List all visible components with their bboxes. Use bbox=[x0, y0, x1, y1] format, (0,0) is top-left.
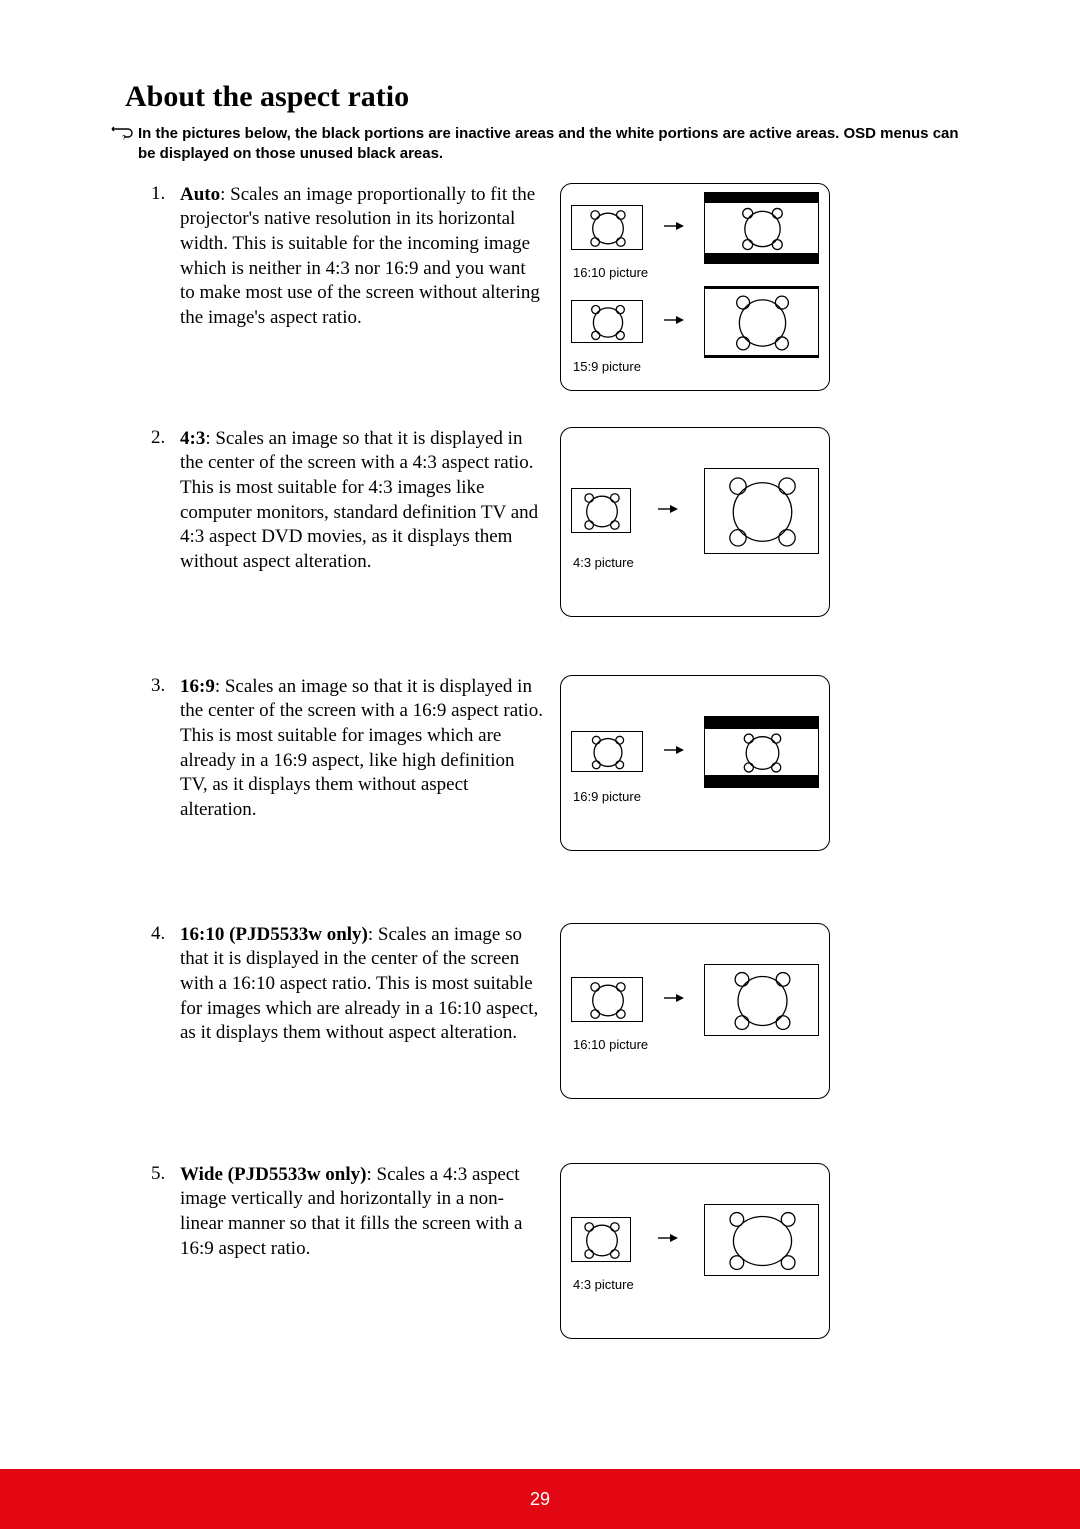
arrow-icon bbox=[664, 219, 684, 237]
list-item: 3. 16:9: Scales an image so that it is d… bbox=[125, 675, 960, 851]
list-item: 5. Wide (PJD5533w only): Scales a 4:3 as… bbox=[125, 1163, 960, 1339]
diagram-label: 15:9 picture bbox=[571, 359, 819, 374]
item-description: Wide (PJD5533w only): Scales a 4:3 aspec… bbox=[180, 1163, 545, 1262]
item-description: Auto: Scales an image proportionally to … bbox=[180, 183, 545, 331]
item-number: 5. bbox=[125, 1163, 180, 1262]
arrow-icon bbox=[664, 743, 684, 761]
arrow-icon bbox=[658, 502, 678, 520]
diagram-label: 16:10 picture bbox=[571, 265, 819, 280]
item-number: 4. bbox=[125, 923, 180, 1046]
page-footer: 29 bbox=[0, 1469, 1080, 1529]
list-item: 1. Auto: Scales an image proportionally … bbox=[125, 183, 960, 391]
arrow-icon bbox=[658, 1231, 678, 1249]
item-description: 16:10 (PJD5533w only): Scales an image s… bbox=[180, 923, 545, 1046]
diagram-label: 16:9 picture bbox=[571, 789, 819, 804]
diagram-label: 16:10 picture bbox=[571, 1037, 819, 1052]
arrow-icon bbox=[664, 313, 684, 331]
svg-text:?: ? bbox=[122, 135, 126, 142]
note-text: In the pictures below, the black portion… bbox=[138, 124, 960, 165]
item-description: 4:3: Scales an image so that it is displ… bbox=[180, 427, 545, 575]
diagram-container: 16:10 picture 15:9 picture bbox=[560, 183, 840, 391]
diagram-container: 16:10 picture bbox=[560, 923, 840, 1099]
item-number: 1. bbox=[125, 183, 180, 331]
page-number: 29 bbox=[530, 1489, 550, 1510]
diagram-label: 4:3 picture bbox=[571, 1277, 819, 1292]
diagram-label: 4:3 picture bbox=[571, 555, 819, 570]
arrow-icon bbox=[664, 991, 684, 1009]
diagram-container: 16:9 picture bbox=[560, 675, 840, 851]
diagram-container: 4:3 picture bbox=[560, 427, 840, 617]
item-description: 16:9: Scales an image so that it is disp… bbox=[180, 675, 545, 823]
diagram-container: 4:3 picture bbox=[560, 1163, 840, 1339]
list-item: 4. 16:10 (PJD5533w only): Scales an imag… bbox=[125, 923, 960, 1099]
page-title: About the aspect ratio bbox=[125, 80, 960, 114]
list-item: 2. 4:3: Scales an image so that it is di… bbox=[125, 427, 960, 617]
note-icon: ? bbox=[110, 126, 138, 149]
item-number: 2. bbox=[125, 427, 180, 575]
item-number: 3. bbox=[125, 675, 180, 823]
